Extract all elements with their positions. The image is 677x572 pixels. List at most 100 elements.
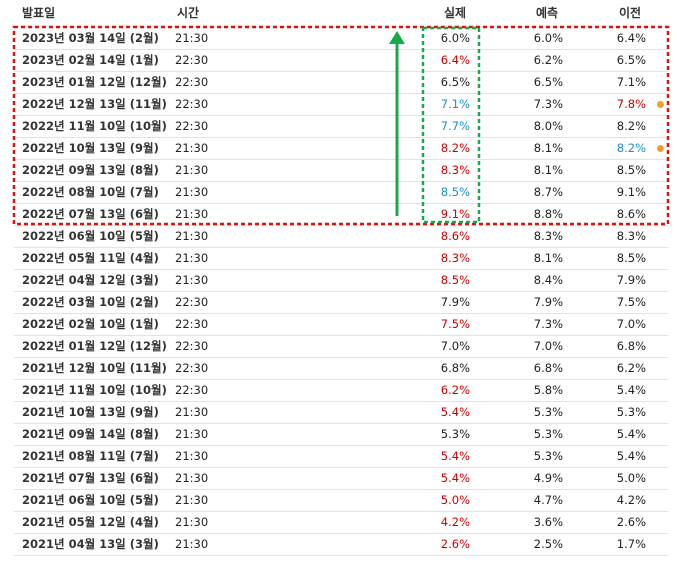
- previous-cell: 6.2%: [616, 361, 646, 375]
- time-cell: 21:30: [175, 493, 209, 507]
- time-cell: 21:30: [175, 207, 209, 221]
- actual-cell: 5.0%: [440, 493, 470, 507]
- time-cell: 22:30: [175, 119, 209, 133]
- time-cell: 21:30: [175, 31, 209, 45]
- forecast-cell: 7.3%: [533, 317, 563, 331]
- forecast-cell: 5.3%: [533, 405, 563, 419]
- previous-cell: 8.6%: [616, 207, 646, 221]
- previous-cell: 8.5%: [616, 163, 646, 177]
- actual-cell: 8.6%: [440, 229, 470, 243]
- actual-cell: 5.4%: [440, 471, 470, 485]
- actual-cell: 5.4%: [440, 449, 470, 463]
- separator: [14, 247, 668, 248]
- actual-cell: 8.3%: [440, 251, 470, 265]
- date-cell: 2022년 06월 10일 (5월): [22, 229, 159, 243]
- time-cell: 21:30: [175, 405, 209, 419]
- forecast-cell: 4.7%: [533, 493, 563, 507]
- previous-cell: 6.8%: [616, 339, 646, 353]
- date-cell: 2021년 12월 10일 (11월): [22, 361, 167, 375]
- actual-cell: 7.7%: [440, 119, 470, 133]
- previous-cell: 7.5%: [616, 295, 646, 309]
- actual-cell: 6.2%: [440, 383, 470, 397]
- forecast-cell: 6.8%: [533, 361, 563, 375]
- separator: [14, 335, 668, 336]
- time-cell: 21:30: [175, 537, 209, 551]
- previous-cell: 8.2%: [616, 119, 646, 133]
- separator: [14, 533, 668, 534]
- actual-cell: 9.1%: [440, 207, 470, 221]
- date-cell: 2023년 02월 14일 (1월): [22, 53, 159, 67]
- date-cell: 2022년 11월 10일 (10월): [22, 119, 167, 133]
- header-cell: 실제: [444, 6, 467, 20]
- time-cell: 21:30: [175, 185, 209, 199]
- forecast-cell: 8.3%: [533, 229, 563, 243]
- previous-cell: 6.4%: [616, 31, 646, 45]
- time-cell: 22:30: [175, 53, 209, 67]
- header-cell: 발표일: [22, 6, 56, 20]
- previous-cell: 7.8%: [616, 97, 646, 111]
- date-cell: 2023년 03월 14일 (2월): [22, 31, 159, 45]
- separator: [14, 225, 668, 226]
- separator: [14, 445, 668, 446]
- actual-cell: 4.2%: [440, 515, 470, 529]
- time-cell: 21:30: [175, 449, 209, 463]
- forecast-cell: 8.1%: [533, 251, 563, 265]
- separator: [14, 401, 668, 402]
- arrow-head: [389, 31, 405, 44]
- actual-cell: 5.4%: [440, 405, 470, 419]
- previous-cell: 8.2%: [616, 141, 646, 155]
- actual-cell: 6.0%: [440, 31, 470, 45]
- header-cell: 예측: [536, 6, 559, 20]
- date-cell: 2021년 11월 10일 (10월): [22, 383, 167, 397]
- date-cell: 2021년 05월 12일 (4월): [22, 515, 159, 529]
- forecast-cell: 3.6%: [533, 515, 563, 529]
- time-cell: 21:30: [175, 427, 209, 441]
- date-cell: 2021년 06월 10일 (5월): [22, 493, 159, 507]
- time-cell: 22:30: [175, 383, 209, 397]
- actual-cell: 2.6%: [440, 537, 470, 551]
- forecast-cell: 7.0%: [533, 339, 563, 353]
- forecast-cell: 4.9%: [533, 471, 563, 485]
- actual-cell: 6.5%: [440, 75, 470, 89]
- forecast-cell: 8.1%: [533, 163, 563, 177]
- date-cell: 2021년 10월 13일 (9월): [22, 405, 159, 419]
- separator: [14, 467, 668, 468]
- actual-cell: 8.5%: [440, 185, 470, 199]
- separator: [14, 269, 668, 270]
- date-cell: 2021년 07월 13일 (6월): [22, 471, 159, 485]
- previous-cell: 5.4%: [616, 383, 646, 397]
- actual-cell: 8.2%: [440, 141, 470, 155]
- time-cell: 22:30: [175, 317, 209, 331]
- separator: [14, 357, 668, 358]
- previous-cell: 6.5%: [616, 53, 646, 67]
- forecast-cell: 6.2%: [533, 53, 563, 67]
- forecast-cell: 6.5%: [533, 75, 563, 89]
- time-cell: 22:30: [175, 295, 209, 309]
- previous-cell: 5.4%: [616, 427, 646, 441]
- date-cell: 2021년 08월 11일 (7월): [22, 449, 159, 463]
- previous-cell: 7.9%: [616, 273, 646, 287]
- previous-cell: 5.4%: [616, 449, 646, 463]
- actual-cell: 5.3%: [440, 427, 470, 441]
- revision-marker: [657, 145, 664, 152]
- forecast-cell: 8.4%: [533, 273, 563, 287]
- previous-cell: 5.0%: [616, 471, 646, 485]
- date-cell: 2022년 07월 13일 (6월): [22, 207, 159, 221]
- actual-cell: 6.8%: [440, 361, 470, 375]
- separator: [14, 313, 668, 314]
- forecast-cell: 7.3%: [533, 97, 563, 111]
- date-cell: 2022년 09월 13일 (8월): [22, 163, 159, 177]
- forecast-cell: 6.0%: [533, 31, 563, 45]
- time-cell: 21:30: [175, 515, 209, 529]
- date-cell: 2021년 04월 13일 (3월): [22, 537, 159, 551]
- date-cell: 2022년 08월 10일 (7월): [22, 185, 159, 199]
- actual-cell: 7.5%: [440, 317, 470, 331]
- previous-cell: 8.5%: [616, 251, 646, 265]
- separator: [14, 379, 668, 380]
- time-cell: 22:30: [175, 361, 209, 375]
- forecast-cell: 5.3%: [533, 449, 563, 463]
- date-cell: 2023년 01월 12일 (12월): [22, 75, 167, 89]
- separator: [14, 291, 668, 292]
- time-cell: 21:30: [175, 471, 209, 485]
